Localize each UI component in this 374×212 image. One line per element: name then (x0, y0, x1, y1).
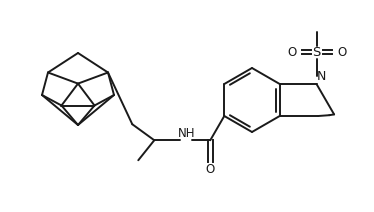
Text: O: O (337, 46, 346, 59)
Text: N: N (317, 71, 326, 84)
Text: NH: NH (178, 127, 195, 140)
Text: O: O (287, 46, 296, 59)
Text: S: S (312, 46, 321, 59)
Text: O: O (206, 163, 215, 176)
